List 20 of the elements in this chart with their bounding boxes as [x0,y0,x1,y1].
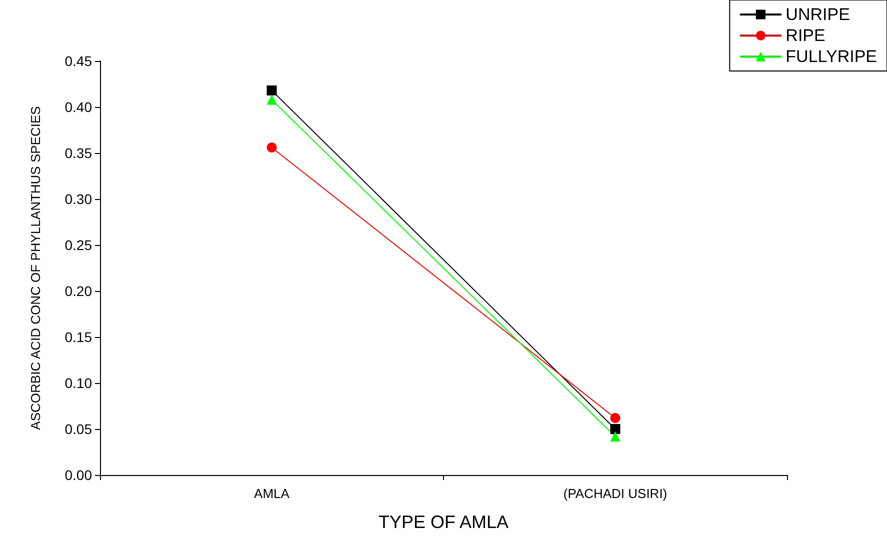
legend-label: FULLYRIPE [786,47,878,66]
point [266,85,277,96]
y-tick-label: 0.00 [64,467,92,483]
point [610,412,620,423]
y-tick-label: 0.45 [64,53,92,69]
y-tick-label: 0.25 [64,237,92,253]
y-tick-label: 0.15 [64,329,92,345]
legend-label: RIPE [786,26,826,45]
y-axis-title: ASCORBIC ACID CONC OF PHYLLANTHUS SPECIES [28,106,43,430]
legend-label: UNRIPE [786,5,850,24]
x-tick-label: (PACHADI USIRI) [563,486,668,501]
y-tick-label: 0.35 [64,145,92,161]
y-tick-label: 0.40 [64,99,92,115]
point [266,142,277,152]
x-tick-label: AMLA [254,486,290,501]
y-tick-label: 0.30 [64,191,92,207]
y-tick-label: 0.20 [64,283,92,299]
y-tick-label: 0.10 [64,375,92,391]
x-axis-title: TYPE OF AMLA [378,512,509,532]
y-tick-label: 0.05 [64,421,92,437]
